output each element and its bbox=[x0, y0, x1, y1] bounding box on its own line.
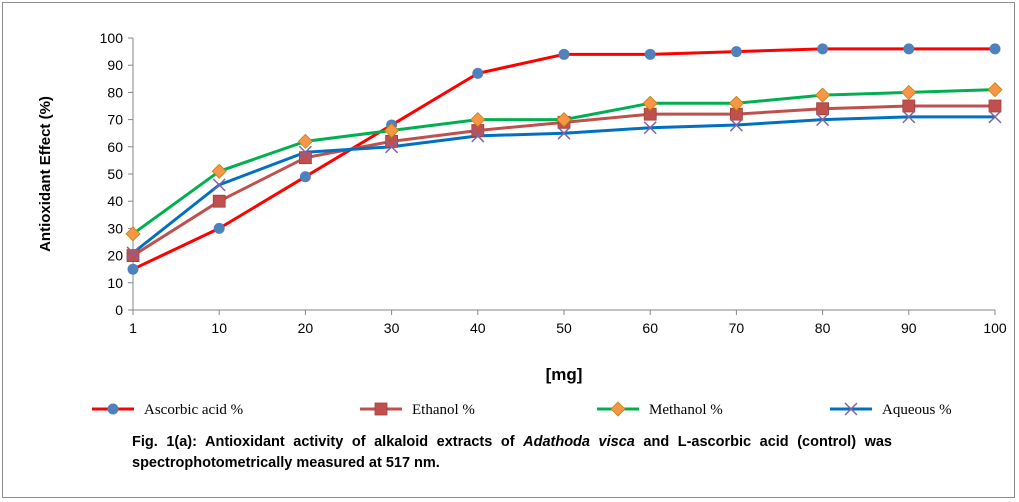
y-tick-label: 10 bbox=[107, 275, 123, 291]
x-marker-stroke bbox=[844, 402, 858, 416]
data-point-s3 bbox=[212, 178, 226, 192]
x-marker-stroke bbox=[902, 110, 916, 124]
data-point-s0 bbox=[817, 43, 829, 55]
legend-label: Ascorbic acid % bbox=[144, 402, 243, 418]
y-tick-label: 0 bbox=[115, 302, 123, 318]
legend-entry-0: Ascorbic acid % bbox=[92, 402, 243, 418]
legend-swatch-marker bbox=[610, 401, 626, 417]
x-marker-stroke bbox=[471, 129, 485, 143]
data-point-s2 bbox=[556, 112, 572, 128]
x-marker-stroke bbox=[126, 246, 140, 260]
data-point-s2 bbox=[815, 87, 831, 103]
data-point-s0 bbox=[989, 43, 1001, 55]
series-line-2 bbox=[132, 88, 996, 236]
x-marker-stroke bbox=[643, 121, 657, 135]
x-tick-label: 40 bbox=[470, 320, 486, 336]
data-point-s0 bbox=[903, 43, 915, 55]
x-tick-label: 60 bbox=[642, 320, 658, 336]
caption-species: Adathoda visca bbox=[523, 434, 635, 450]
y-tick-label: 60 bbox=[107, 139, 123, 155]
x-tick-label: 100 bbox=[983, 320, 1007, 336]
axes bbox=[128, 37, 996, 315]
data-point-s3 bbox=[816, 113, 830, 127]
y-tick-label: 50 bbox=[107, 166, 123, 182]
data-point-s2 bbox=[901, 84, 917, 100]
data-point-s3 bbox=[729, 118, 743, 132]
y-tick-label: 30 bbox=[107, 220, 123, 236]
legend-entry-1: Ethanol % bbox=[360, 402, 475, 418]
data-point-s2 bbox=[384, 122, 400, 139]
x-tick-label: 80 bbox=[815, 320, 831, 336]
data-point-s3 bbox=[643, 121, 657, 135]
x-marker-stroke bbox=[557, 126, 571, 140]
x-marker-stroke bbox=[385, 140, 399, 154]
series-line-3 bbox=[132, 115, 995, 255]
x-tick-label: 70 bbox=[729, 320, 745, 336]
data-point-s0 bbox=[299, 171, 311, 183]
data-point-s2 bbox=[211, 163, 227, 179]
x-axis-title: [mg] bbox=[546, 365, 583, 384]
data-point-s3 bbox=[988, 110, 1002, 124]
caption-suffix: and L-ascorbic acid (control) was spectr… bbox=[132, 434, 892, 471]
y-tick-label: 40 bbox=[107, 193, 123, 209]
x-marker-stroke bbox=[212, 178, 226, 192]
figure-caption: Fig. 1(a): Antioxidant activity of alkal… bbox=[132, 432, 892, 474]
data-point-s3 bbox=[126, 246, 140, 260]
data-point-s1 bbox=[816, 102, 829, 116]
data-point-s3 bbox=[298, 145, 312, 159]
y-tick-label: 20 bbox=[107, 248, 123, 264]
data-point-s2 bbox=[987, 82, 1003, 98]
legend-label: Ethanol % bbox=[412, 402, 475, 418]
x-tick-label: 50 bbox=[556, 320, 572, 336]
x-marker-stroke bbox=[729, 118, 743, 132]
data-point-s1 bbox=[126, 249, 140, 263]
y-tick-label: 100 bbox=[100, 30, 124, 46]
series-line-0 bbox=[132, 47, 995, 271]
data-point-s0 bbox=[644, 48, 656, 60]
x-tick-label: 1 bbox=[129, 320, 137, 336]
x-marker-stroke bbox=[988, 110, 1002, 124]
data-point-s0 bbox=[213, 222, 225, 234]
legend-swatch-marker bbox=[107, 403, 119, 415]
legend-swatch-marker bbox=[374, 402, 388, 416]
data-point-s1 bbox=[298, 151, 312, 165]
series-group bbox=[125, 43, 1003, 275]
data-point-s3 bbox=[557, 126, 571, 140]
legend-entry-2: Methanol % bbox=[597, 401, 723, 418]
x-tick-label: 90 bbox=[901, 320, 917, 336]
legend-swatch-marker bbox=[844, 402, 858, 416]
data-point-s0 bbox=[472, 67, 484, 79]
x-tick-label: 20 bbox=[298, 320, 314, 336]
data-point-s1 bbox=[988, 99, 1002, 113]
y-tick-label: 90 bbox=[107, 57, 123, 73]
legend-entry-3: Aqueous % bbox=[830, 402, 952, 418]
legend-label: Aqueous % bbox=[882, 402, 952, 418]
y-axis-title: Antioxidant Effect (%) bbox=[37, 96, 54, 252]
legend-label: Methanol % bbox=[649, 402, 723, 418]
data-point-s2 bbox=[728, 95, 744, 111]
x-tick-label: 30 bbox=[384, 320, 400, 336]
data-point-s1 bbox=[212, 194, 226, 208]
data-point-s2 bbox=[125, 226, 141, 242]
data-point-s2 bbox=[297, 133, 313, 149]
data-point-s2 bbox=[470, 112, 486, 128]
data-point-s3 bbox=[902, 110, 916, 124]
data-point-s0 bbox=[127, 263, 139, 275]
data-point-s3 bbox=[385, 140, 399, 154]
caption-prefix: Fig. 1(a): Antioxidant activity of alkal… bbox=[132, 434, 524, 450]
x-marker-stroke bbox=[298, 145, 312, 159]
data-point-s3 bbox=[471, 129, 485, 143]
data-point-s2 bbox=[642, 95, 658, 111]
x-marker-stroke bbox=[816, 113, 830, 127]
x-tick-label: 10 bbox=[211, 320, 227, 336]
data-point-s1 bbox=[902, 99, 916, 113]
y-tick-label: 80 bbox=[107, 84, 123, 100]
y-tick-label: 70 bbox=[107, 112, 123, 128]
legend: Ascorbic acid % Ethanol % Methanol % Aqueou… bbox=[92, 401, 952, 418]
data-point-s0 bbox=[558, 48, 570, 60]
data-point-s0 bbox=[730, 46, 742, 58]
